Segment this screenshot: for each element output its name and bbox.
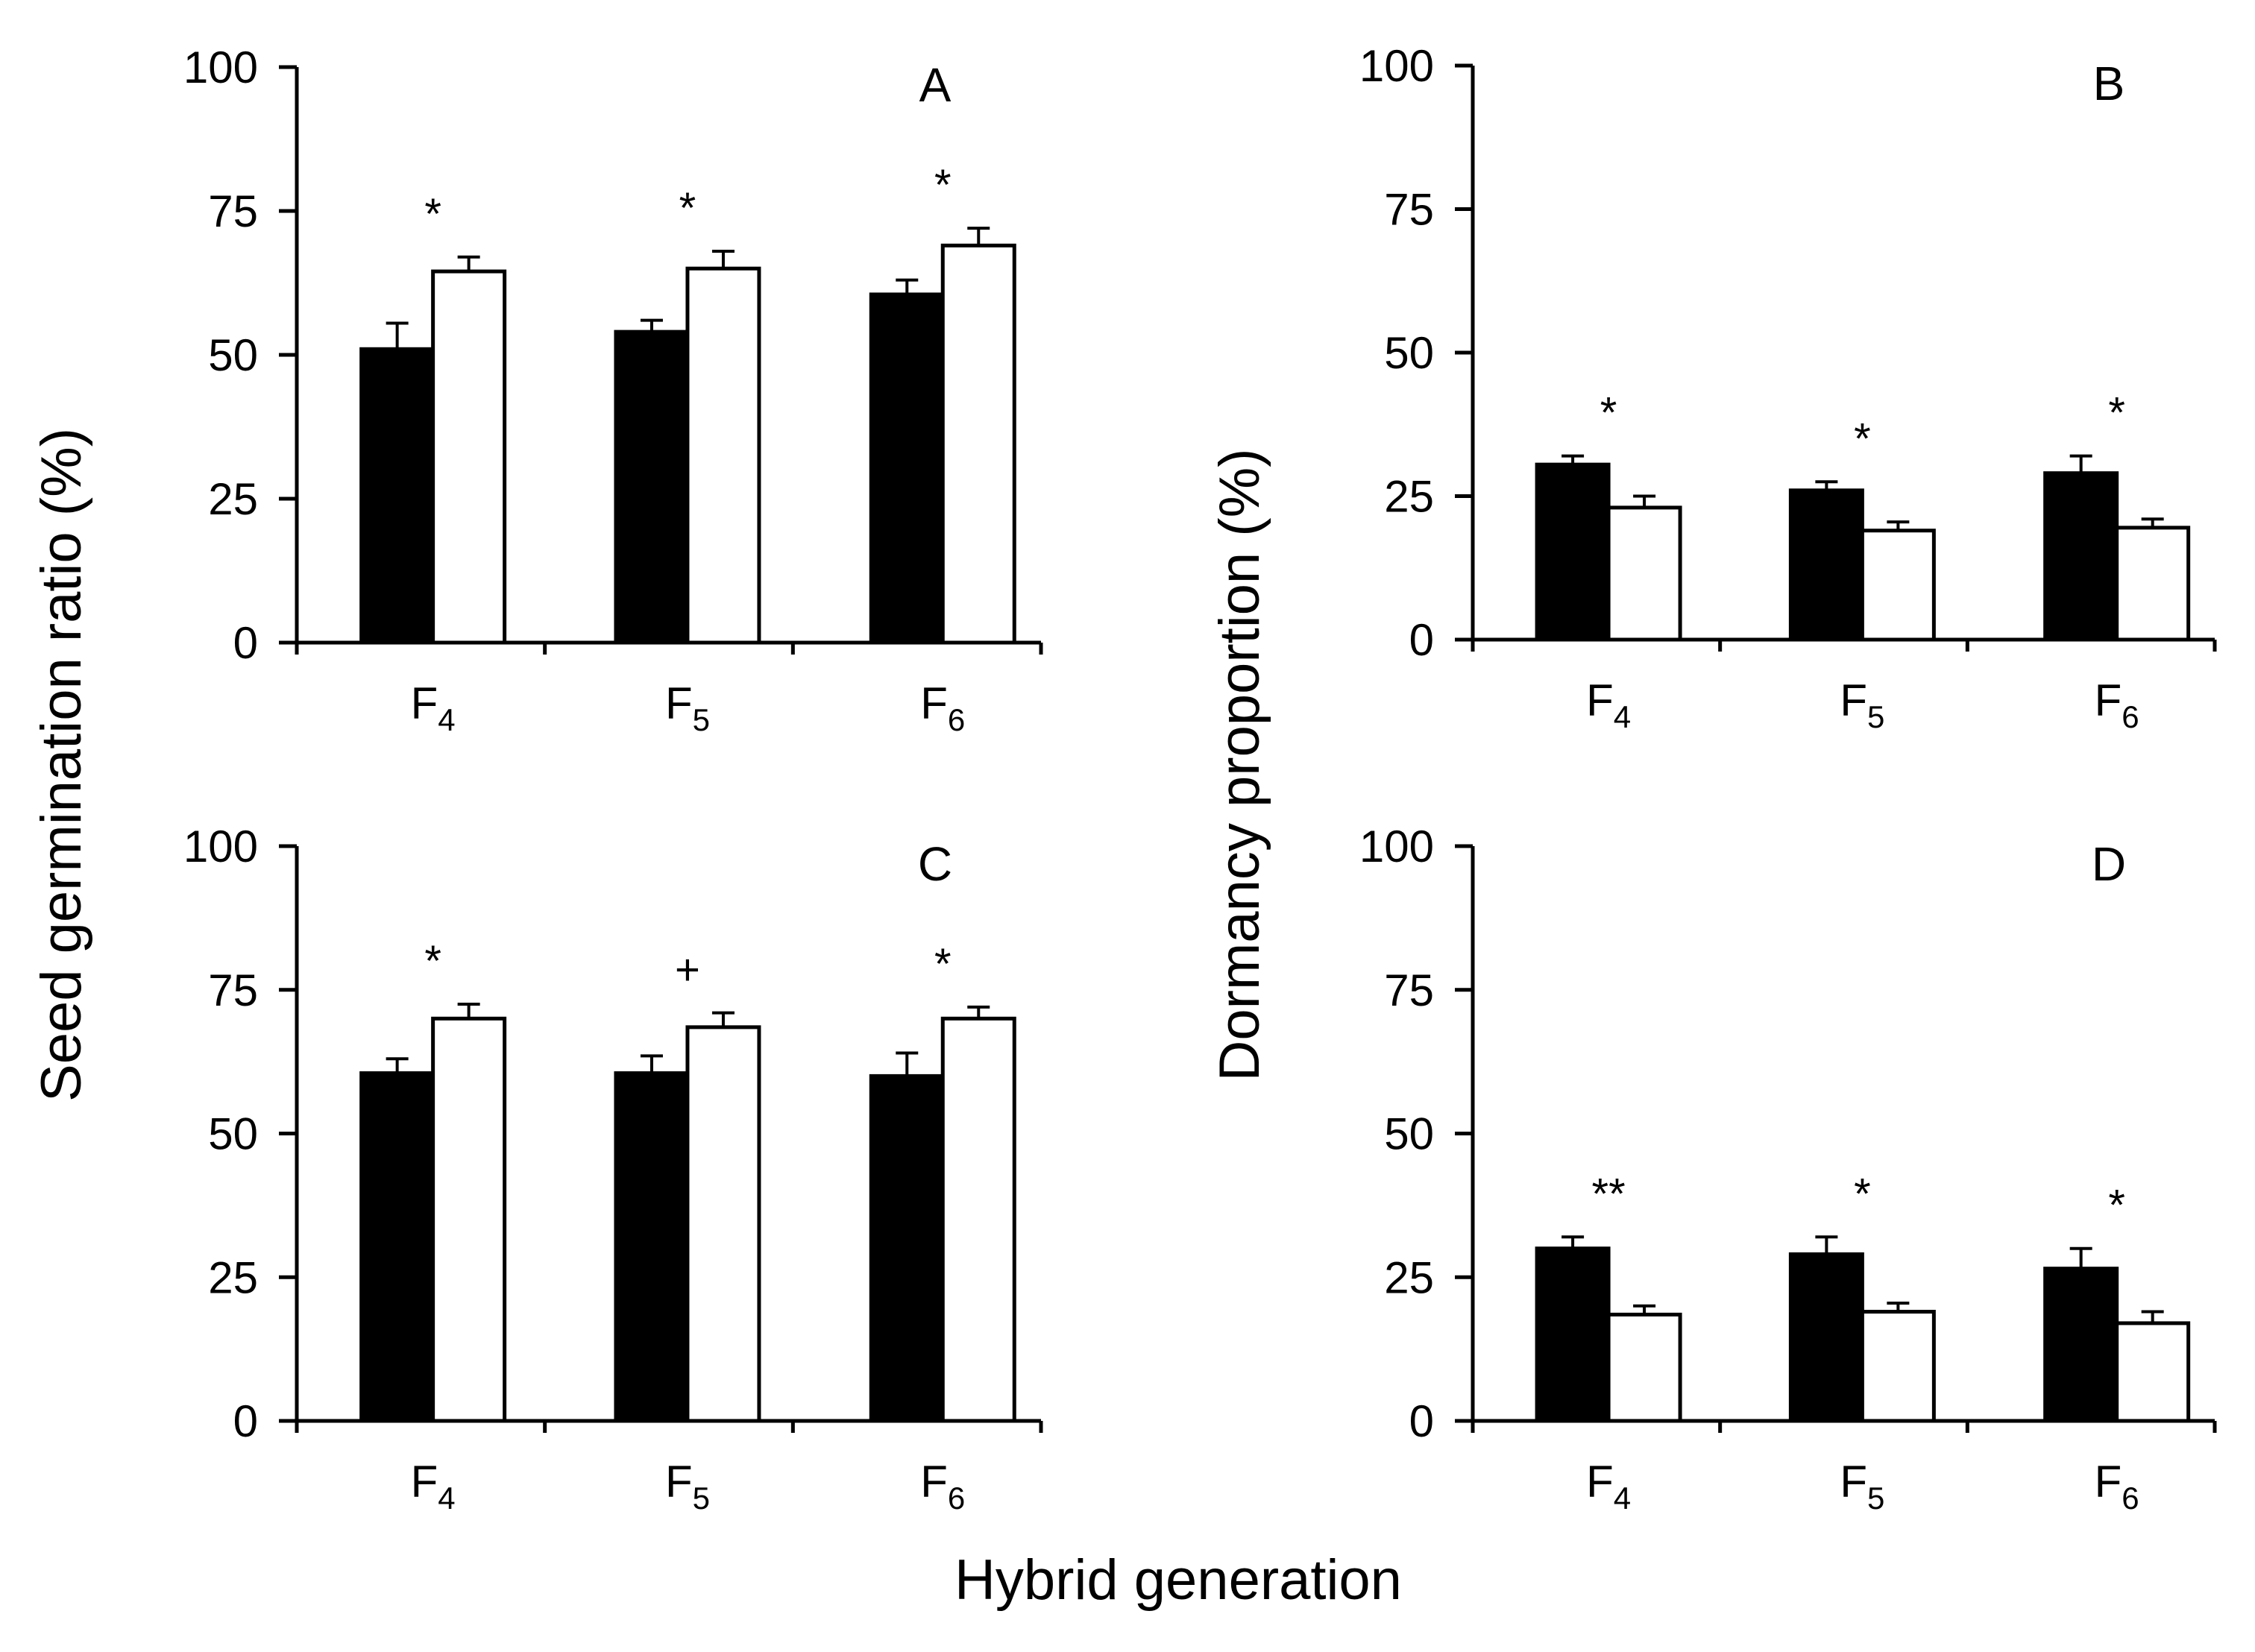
bar-white xyxy=(1860,529,1936,642)
significance-marker: * xyxy=(1854,414,1871,463)
significance-marker: * xyxy=(679,184,696,233)
significance-marker: * xyxy=(1854,1170,1871,1218)
significance-marker: * xyxy=(934,161,952,209)
panel-d: 0 25 50 75 100 D ** F4 * F5 * F6 xyxy=(1359,822,2217,1516)
y-tick-label: 50 xyxy=(1384,1109,1434,1159)
x-category-label: F4 xyxy=(411,1457,456,1516)
bar-white xyxy=(1606,505,1682,642)
x-category-label: F5 xyxy=(665,1457,710,1516)
x-category-label: F6 xyxy=(920,678,965,737)
x-axis-label: Hybrid generation xyxy=(954,1548,1402,1612)
bar-black xyxy=(359,1071,435,1423)
panel-b: 0 25 50 75 100 B * F4 * F5 * F6 xyxy=(1359,41,2217,734)
x-category-label: F5 xyxy=(1840,675,1884,734)
y-tick-label: 100 xyxy=(183,42,258,92)
significance-marker: + xyxy=(675,946,700,994)
y-axis-label-right: Dormancy proportion (%) xyxy=(1208,449,1271,1082)
significance-marker: * xyxy=(2108,389,2125,438)
y-tick-label: 75 xyxy=(1384,965,1434,1015)
bar-white xyxy=(431,1016,507,1423)
x-category-label: F4 xyxy=(411,678,456,737)
bar-black xyxy=(1535,462,1611,642)
significance-marker: * xyxy=(424,190,441,239)
bar-black xyxy=(1788,488,1864,642)
x-category-label: F4 xyxy=(1586,675,1631,734)
y-tick-label: 0 xyxy=(233,1396,258,1446)
y-tick-label: 50 xyxy=(208,1109,258,1159)
significance-marker: * xyxy=(2108,1182,2125,1230)
y-tick-label: 25 xyxy=(208,474,258,524)
panel-letter: B xyxy=(2093,57,2125,110)
significance-marker: ** xyxy=(1592,1170,1626,1218)
chart-panels: 0 25 50 75 100 A * F4 * F5 * F6 0 25 50 75 100 B * F4 * F5 * F6… xyxy=(183,41,2217,1516)
panel-letter: D xyxy=(2092,837,2126,891)
x-category-label: F4 xyxy=(1586,1457,1631,1516)
significance-marker: * xyxy=(934,940,952,989)
y-tick-label: 50 xyxy=(208,330,258,380)
bar-white xyxy=(685,266,761,645)
y-tick-label: 100 xyxy=(1359,822,1434,871)
bar-black xyxy=(2043,1267,2119,1423)
y-axis-label-left: Seed germination ratio (%) xyxy=(30,428,93,1102)
y-tick-label: 50 xyxy=(1384,328,1434,378)
bar-black xyxy=(614,1071,690,1423)
bar-black xyxy=(359,347,435,645)
bar-white xyxy=(2115,1321,2191,1423)
y-tick-label: 75 xyxy=(208,965,258,1015)
bar-black xyxy=(2043,471,2119,642)
y-tick-label: 0 xyxy=(1409,1396,1434,1446)
panel-a: 0 25 50 75 100 A * F4 * F5 * F6 xyxy=(183,42,1043,737)
bar-black xyxy=(1788,1252,1864,1423)
x-category-label: F6 xyxy=(2095,1457,2139,1516)
y-tick-label: 100 xyxy=(183,822,258,871)
y-tick-label: 25 xyxy=(1384,472,1434,522)
bar-white xyxy=(685,1025,761,1423)
y-tick-label: 0 xyxy=(233,618,258,668)
y-tick-label: 0 xyxy=(1409,615,1434,665)
bar-white xyxy=(1860,1310,1936,1423)
y-tick-label: 75 xyxy=(1384,185,1434,235)
bar-white xyxy=(940,1016,1016,1423)
x-category-label: F6 xyxy=(920,1457,965,1516)
bar-black xyxy=(614,330,690,645)
x-category-label: F5 xyxy=(665,678,710,737)
y-tick-label: 100 xyxy=(1359,41,1434,91)
y-tick-label: 25 xyxy=(208,1252,258,1302)
bar-white xyxy=(940,243,1016,645)
bar-white xyxy=(431,269,507,645)
bar-black xyxy=(869,1074,945,1423)
significance-marker: * xyxy=(1600,389,1617,438)
bar-black xyxy=(1535,1246,1611,1423)
x-category-label: F6 xyxy=(2095,675,2139,734)
significance-marker: * xyxy=(424,937,441,986)
panel-letter: A xyxy=(919,58,952,112)
bar-white xyxy=(1606,1312,1682,1423)
bar-black xyxy=(869,292,945,645)
panel-c: 0 25 50 75 100 C * F4 + F5 * F6 xyxy=(183,822,1043,1516)
bar-white xyxy=(2115,526,2191,642)
y-tick-label: 75 xyxy=(208,186,258,236)
x-category-label: F5 xyxy=(1840,1457,1884,1516)
y-tick-label: 25 xyxy=(1384,1252,1434,1302)
panel-letter: C xyxy=(918,837,952,891)
